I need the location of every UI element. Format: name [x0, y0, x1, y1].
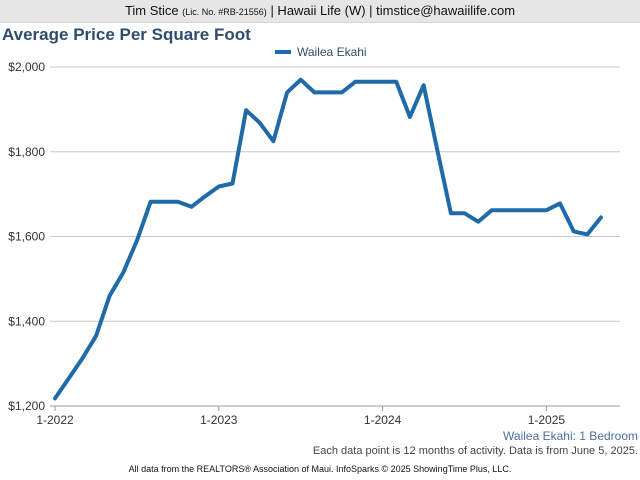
- y-tick-label: $1,400: [8, 314, 45, 328]
- chart-subtitle: Wailea Ekahi: 1 Bedroom: [503, 429, 638, 443]
- legend: Wailea Ekahi: [275, 45, 367, 59]
- agent-name: Tim Stice: [124, 3, 179, 18]
- license-number: (Lic. No. #RB-21556): [182, 7, 267, 17]
- data-note: Each data point is 12 months of activity…: [312, 445, 638, 457]
- y-tick-label: $1,800: [8, 145, 45, 159]
- header-bar: Tim Stice (Lic. No. #RB-21556) | Hawaii …: [0, 0, 640, 23]
- legend-swatch: [275, 50, 291, 54]
- x-tick-label: 1-2023: [200, 413, 238, 427]
- legend-label: Wailea Ekahi: [297, 45, 367, 59]
- y-tick-label: $2,000: [8, 60, 45, 74]
- x-tick-label: 1-2022: [36, 413, 74, 427]
- chart-title: Average Price Per Square Foot: [2, 25, 251, 44]
- footer-credit: All data from the REALTORS® Association …: [128, 464, 512, 474]
- y-tick-label: $1,200: [8, 399, 45, 413]
- x-tick-label: 1-2024: [364, 413, 402, 427]
- series-line-wailea-ekahi: [53, 77, 603, 401]
- x-tick-label: 1-2025: [528, 413, 566, 427]
- header-contact: | Hawaii Life (W) | timstice@hawaiilife.…: [270, 3, 516, 18]
- y-tick-label: $1,600: [8, 230, 45, 244]
